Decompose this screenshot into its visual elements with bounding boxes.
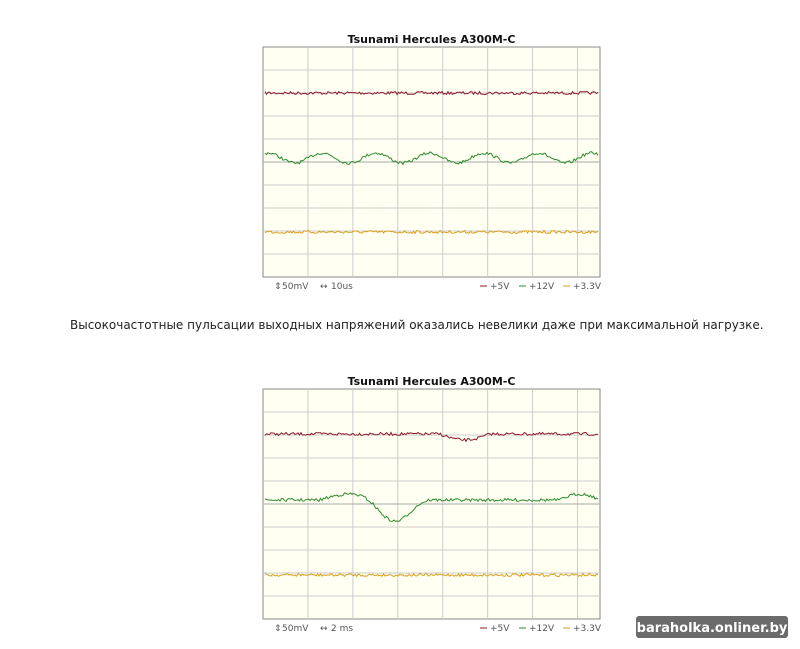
- legend-label: +5V: [490, 624, 510, 634]
- trace: [264, 151, 599, 166]
- legend-label: +5V: [490, 282, 510, 292]
- paragraph: Высокочастотные пульсации выходных напря…: [70, 318, 764, 332]
- watermark-box: [636, 616, 788, 638]
- volt-icon: ⇕: [274, 624, 282, 634]
- time-icon: ↔: [320, 282, 328, 292]
- volt-scale: 50mV: [282, 624, 309, 634]
- trace: [264, 572, 599, 578]
- figure-title: Tsunami Hercules A300M-C: [348, 33, 516, 46]
- figure-title: Tsunami Hercules A300M-C: [348, 375, 516, 388]
- trace: [264, 492, 599, 523]
- legend-label: +12V: [529, 282, 555, 292]
- volt-scale: 50mV: [282, 282, 309, 292]
- trace: [264, 90, 599, 96]
- time-scale: 2 ms: [331, 624, 353, 634]
- time-scale: 10us: [331, 282, 353, 292]
- time-icon: ↔: [320, 624, 328, 634]
- watermark: baraholka.onliner.by: [637, 621, 788, 636]
- volt-icon: ⇕: [274, 282, 282, 292]
- legend-label: +12V: [529, 624, 555, 634]
- legend-label: +3.3V: [573, 282, 602, 292]
- legend-label: +3.3V: [573, 624, 602, 634]
- trace: [264, 431, 599, 443]
- trace: [264, 229, 599, 235]
